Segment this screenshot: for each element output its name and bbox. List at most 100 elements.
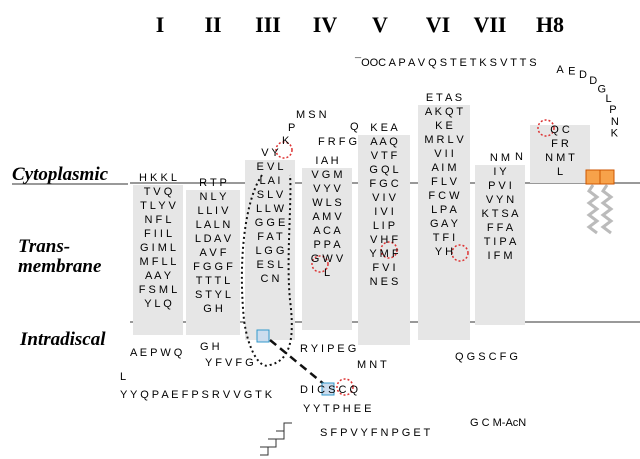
residue-row: I F M (487, 250, 512, 262)
loop-residues: R Y I P E G (300, 343, 356, 355)
residue-row: A M V (312, 211, 342, 223)
residue-row: L (324, 267, 330, 279)
residue-row: V Y N (486, 194, 514, 206)
residue-row: A A Y (145, 270, 172, 282)
residue-row: I A H (315, 155, 338, 167)
residue-row: L D A V (195, 233, 232, 245)
residue-row: T V Q (144, 186, 173, 198)
helix-box (302, 168, 352, 330)
loop-residues: G C M-AcN (470, 417, 526, 429)
cterm-residue: L (605, 93, 611, 105)
residue-row: L G G (256, 245, 285, 257)
residue-row: V I V (372, 192, 397, 204)
residue-row: F G C (369, 178, 398, 190)
loop-residues: Y Y Q P A E F P S R V V G T K (120, 389, 273, 401)
residue-row: A K Q T (425, 106, 464, 118)
residue-row: F R (551, 138, 569, 150)
palm-circles (275, 119, 555, 396)
residue-row: A V F (200, 247, 227, 259)
residue-row: N M (490, 152, 510, 164)
residue-row: L P A (431, 204, 457, 216)
loop-residues: M S N (296, 109, 327, 121)
residue-row: K E A (370, 122, 398, 134)
helix-label: III (255, 12, 281, 37)
palmitoyl-box (599, 169, 615, 185)
residue-row: L L I V (198, 205, 230, 217)
residue-row: V Y V (313, 183, 341, 195)
residue-row: T L Y V (140, 200, 176, 212)
residue-row: M R L V (424, 134, 464, 146)
residue-row: N F L (145, 214, 172, 226)
residue-row: L I P (373, 220, 395, 232)
helix-label: H8 (536, 12, 564, 37)
cterm-residue: N (611, 116, 619, 128)
residue-row: C N (261, 273, 280, 285)
loop-residues: Q (350, 121, 359, 133)
helix-box (358, 135, 410, 345)
helix-label: II (204, 12, 221, 37)
loop-residues: K (282, 135, 290, 147)
residue-row: K T S A (482, 208, 520, 220)
residue-row: S L V (257, 189, 284, 201)
glycan (260, 422, 292, 456)
cterm-residue: G (598, 83, 607, 95)
cterm-residue: A (556, 64, 564, 76)
region-label: Intradiscal (19, 329, 106, 350)
cterm-residue: D (589, 75, 597, 87)
residue-row: A A Q (370, 136, 398, 148)
residue-row: F L V (431, 176, 458, 188)
residue-row: Y M F (369, 248, 398, 260)
residue-row: P V I (488, 180, 512, 192)
residue-row: F I I L (144, 228, 172, 240)
residue-row: N L Y (200, 191, 228, 203)
residue-row: L A L N (196, 219, 231, 231)
loop-residues: L (120, 371, 126, 383)
region-label: Cytoplasmic (12, 164, 109, 185)
helix-box (418, 105, 470, 340)
loop-residues: S F P V Y F N P G E T (320, 427, 431, 439)
cys-box (256, 329, 270, 343)
cterm-residue: P (609, 104, 616, 116)
loop-residues: M N T (357, 359, 387, 371)
residue-row: N M T (545, 152, 575, 164)
lipid-chains (586, 184, 614, 235)
residue-row: G I M L (140, 242, 176, 254)
residue-row: V T F (371, 150, 398, 162)
residue-row: R T P (199, 177, 227, 189)
cys-box (321, 382, 335, 396)
helix-box (475, 165, 525, 325)
residue-row: A C A (313, 225, 341, 237)
helix-label: IV (313, 12, 338, 37)
loop-residues: Y Y T P H E E (303, 403, 372, 415)
residue-row: G W V (311, 253, 344, 265)
helix-box (186, 190, 240, 335)
residue-row: Y H (435, 246, 453, 258)
residue-row: E V L (257, 161, 284, 173)
loop-residues: P (288, 122, 295, 134)
residue-row: S T Y L (195, 289, 231, 301)
residue-row: G A Y (430, 218, 459, 230)
cterm-residue: E (568, 65, 575, 77)
residue-row: E T A S (426, 92, 462, 104)
residue-row: I V I (374, 206, 394, 218)
residue-row: F S M L (139, 284, 178, 296)
loop-residues: F R F G (318, 136, 357, 148)
loop-residues: G H (200, 341, 220, 353)
residue-row: L A I (259, 175, 280, 187)
residue-row: T F I (433, 232, 455, 244)
residue-row: K E (435, 120, 453, 132)
cterm-residue: K (611, 128, 619, 140)
residue-row: A I M (431, 162, 456, 174)
residue-row: F A T (257, 231, 283, 243)
palmitoyl-box (585, 169, 601, 185)
residue-row: P P A (313, 239, 341, 251)
residue-row: T T T L (196, 275, 230, 287)
helix-box (530, 125, 590, 183)
residue-row: G Q L (369, 164, 398, 176)
residue-row: F G G F (193, 261, 233, 273)
helix3-outline (240, 174, 293, 367)
helix-label: I (156, 12, 165, 37)
residue-row: F F A (487, 222, 514, 234)
residue-row: V H F (370, 234, 398, 246)
